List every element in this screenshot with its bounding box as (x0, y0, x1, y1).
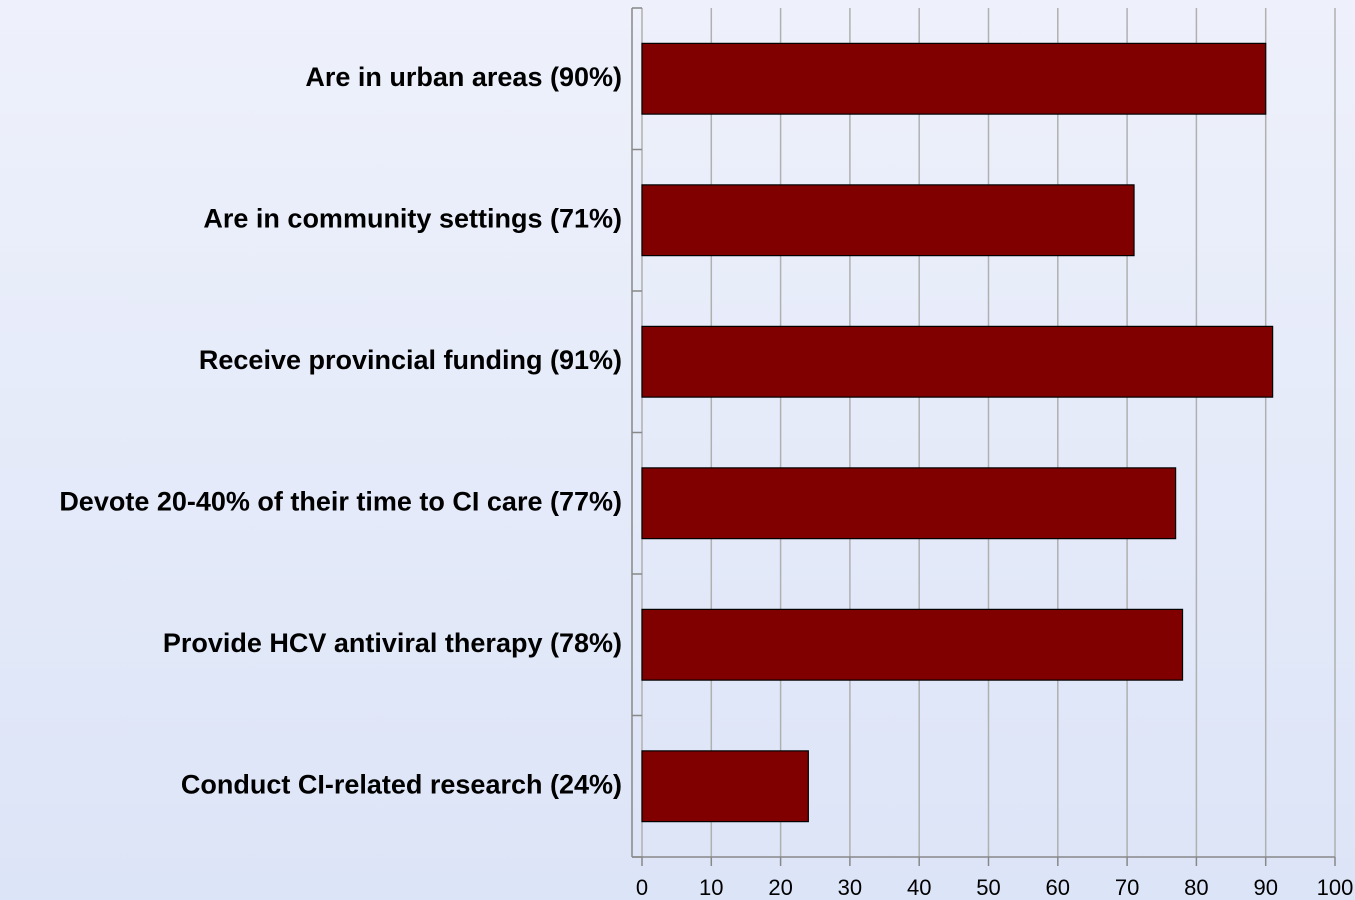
y-tick-label: Are in community settings (71%) (203, 203, 622, 233)
y-tick-label: Are in urban areas (90%) (305, 62, 622, 92)
x-tick-label: 10 (699, 875, 723, 900)
x-tick-label: 80 (1184, 875, 1208, 900)
x-tick-label: 100 (1317, 875, 1354, 900)
x-tick-label: 20 (768, 875, 792, 900)
y-tick-label: Receive provincial funding (91%) (199, 345, 622, 375)
bar (641, 325, 1274, 398)
bar (641, 184, 1135, 257)
bar (641, 42, 1267, 115)
x-tick-label: 60 (1046, 875, 1070, 900)
x-tick-label: 40 (907, 875, 931, 900)
bar (641, 750, 809, 823)
bar (641, 608, 1184, 681)
bar (641, 467, 1177, 540)
x-tick-label: 70 (1115, 875, 1139, 900)
y-tick-label: Conduct CI-related research (24%) (181, 769, 622, 799)
y-tick-label: Devote 20-40% of their time to CI care (… (59, 486, 622, 516)
y-tick-label: Provide HCV antiviral therapy (78%) (163, 628, 622, 658)
x-tick-label: 90 (1253, 875, 1277, 900)
x-tick-label: 0 (636, 875, 648, 900)
x-tick-label: 30 (838, 875, 862, 900)
x-tick-label: 50 (976, 875, 1000, 900)
